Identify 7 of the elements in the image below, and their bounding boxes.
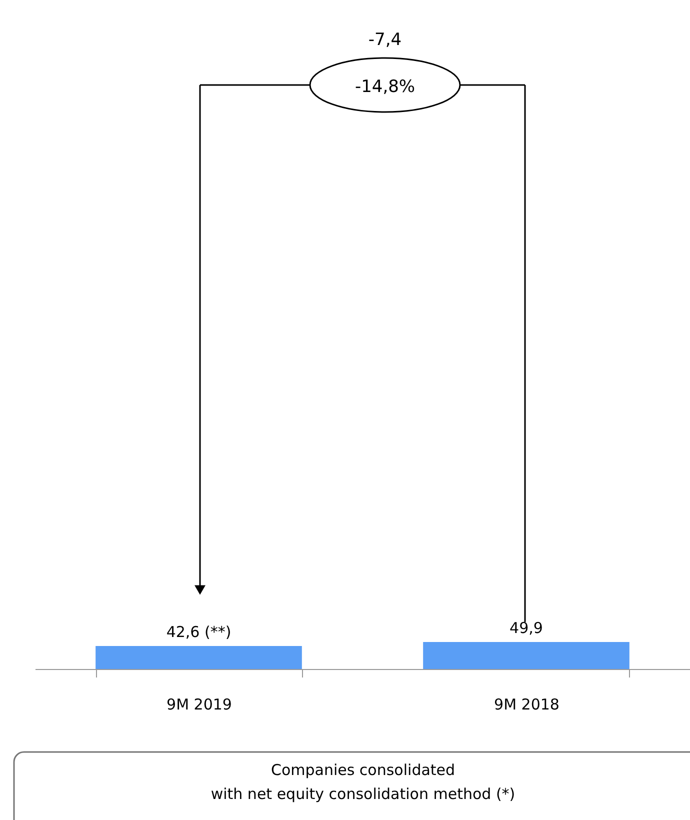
data-label: 42,6 (**) xyxy=(166,622,232,641)
text: Companies consolidated with net equity consolidation method (*) xyxy=(210,761,516,803)
text: -7,4 xyxy=(368,30,402,50)
data-label: 49,9 xyxy=(510,619,543,637)
x-tick-label: 9M 2018 xyxy=(494,696,560,714)
text: -14,8% xyxy=(354,77,416,97)
x-tick-label: 9M 2019 xyxy=(166,696,232,714)
